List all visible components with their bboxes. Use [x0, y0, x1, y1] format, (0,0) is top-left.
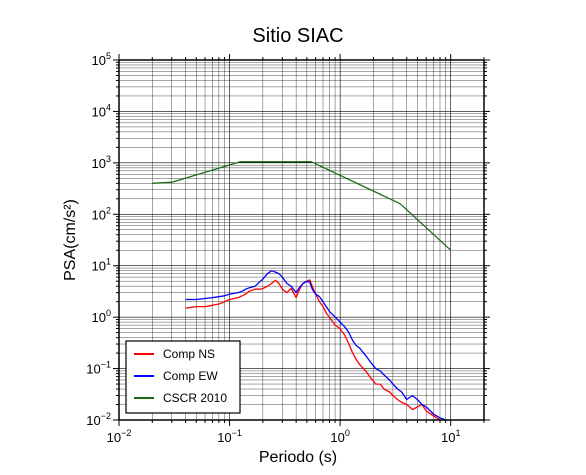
legend-label: CSCR 2010	[163, 391, 227, 405]
x-tick-label: 10−2	[107, 428, 132, 445]
legend-label: Comp NS	[163, 347, 215, 361]
y-tick-label: 101	[92, 257, 111, 274]
legend-label: Comp EW	[163, 369, 218, 383]
plot-frame	[118, 59, 485, 421]
y-tick-label: 103	[92, 154, 111, 171]
y-tick-label: 10−2	[86, 411, 111, 428]
tick-labels: 10−2 10−1 100 101 10−2 10−1 100 101 102 103 104 105	[86, 51, 460, 445]
x-axis-label: Periodo (s)	[259, 449, 337, 466]
y-tick-label: 10−1	[86, 360, 111, 377]
y-tick-label: 105	[92, 51, 111, 68]
series-line-comp-ew	[185, 270, 446, 421]
x-tick-label: 100	[330, 428, 349, 445]
y-axis-label: PSA(cm/s²)	[62, 199, 79, 281]
grid	[118, 59, 485, 421]
legend: Comp NS Comp EW CSCR 2010	[125, 340, 241, 414]
axis-ticks	[113, 54, 490, 426]
series-line-cscr-2010	[152, 161, 452, 251]
x-tick-label: 10−1	[217, 428, 242, 445]
y-tick-label: 100	[92, 308, 111, 325]
y-tick-label: 104	[92, 102, 111, 119]
series-lines	[152, 161, 452, 421]
y-tick-label: 102	[92, 205, 111, 222]
x-tick-label: 101	[441, 428, 460, 445]
chart-title: Sitio SIAC	[252, 25, 343, 47]
